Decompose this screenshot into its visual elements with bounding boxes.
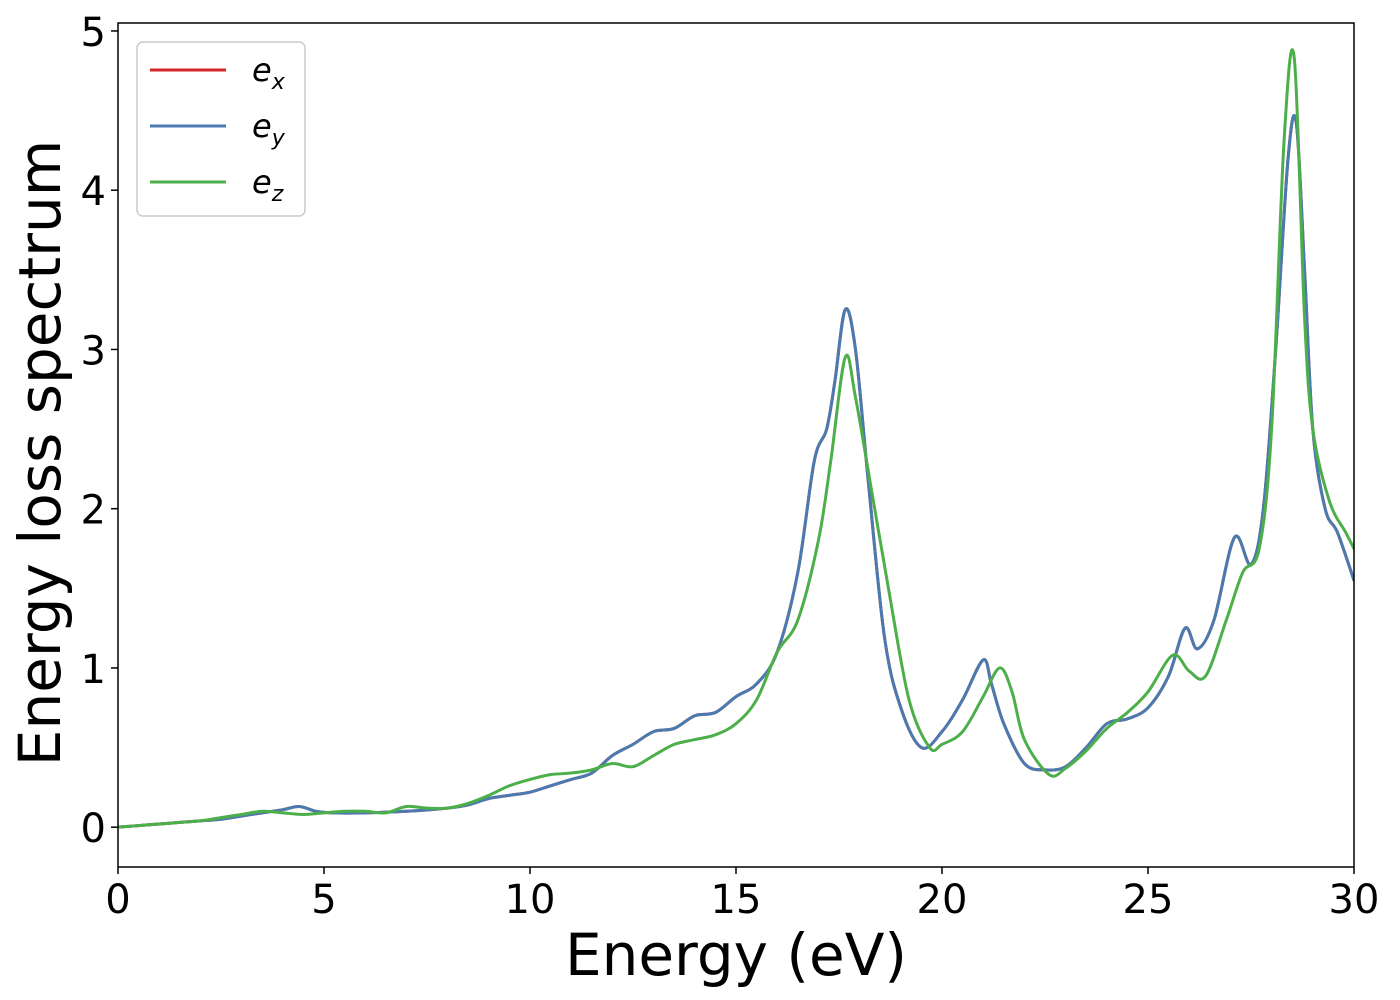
legend-label-base: e <box>252 51 272 89</box>
x-tick-label: 20 <box>917 877 968 923</box>
legend-label-subscript: z <box>271 182 284 207</box>
y-axis: 0 1 2 3 4 5 <box>81 10 118 852</box>
legend-label-base: e <box>252 107 272 145</box>
series-line-e-y <box>118 114 1354 829</box>
y-tick-label: 5 <box>81 10 106 56</box>
x-tick-label: 15 <box>711 877 762 923</box>
legend-label-subscript: y <box>271 126 286 151</box>
x-tick-label: 10 <box>505 877 556 923</box>
legend-entry-x: ex <box>252 51 286 95</box>
y-tick-label: 4 <box>81 169 106 215</box>
x-axis: 0 5 10 15 20 25 30 <box>105 867 1379 923</box>
x-tick-label: 0 <box>105 877 130 923</box>
legend-label-base: e <box>252 163 272 201</box>
y-tick-label: 3 <box>81 328 106 374</box>
x-axis-label: Energy (eV) <box>565 921 907 989</box>
y-tick-label: 0 <box>81 806 106 852</box>
x-tick-label: 30 <box>1329 877 1380 923</box>
legend-entry-z: ez <box>252 163 284 207</box>
plot-lines <box>118 48 1354 829</box>
y-tick-label: 1 <box>81 647 106 693</box>
x-tick-label: 5 <box>311 877 336 923</box>
legend-box <box>136 41 306 217</box>
legend-label-subscript: x <box>271 70 286 95</box>
x-tick-label: 25 <box>1123 877 1174 923</box>
series-line-e-z <box>118 48 1354 829</box>
y-tick-label: 2 <box>81 488 106 534</box>
legend-entry-y: ey <box>252 107 286 151</box>
y-axis-label: Energy loss spectrum <box>6 140 74 766</box>
